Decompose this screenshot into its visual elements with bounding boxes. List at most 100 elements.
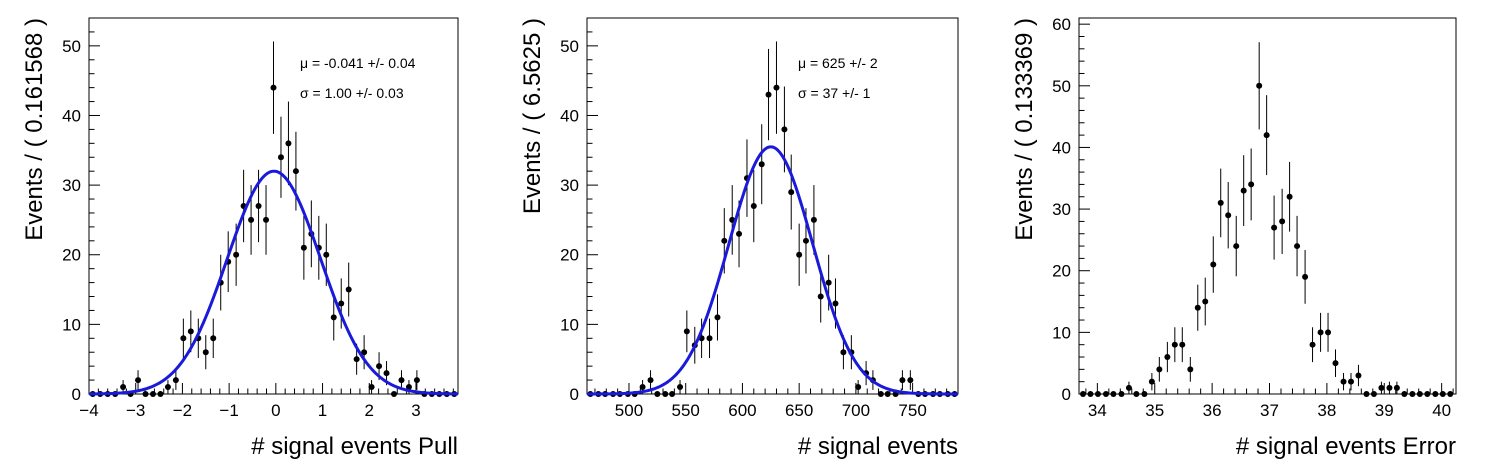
- y-tick-label: 0: [570, 385, 579, 404]
- data-point: [300, 244, 307, 251]
- data-point: [802, 237, 809, 244]
- data-point: [1378, 384, 1385, 391]
- data-point: [706, 335, 713, 342]
- y-tick-label: 50: [62, 37, 81, 56]
- data-point: [1210, 261, 1217, 268]
- data-point: [1317, 329, 1324, 336]
- data-point: [796, 251, 803, 258]
- data-point: [647, 377, 654, 384]
- data-point: [120, 384, 127, 391]
- data-point: [149, 391, 156, 397]
- data-point: [758, 161, 765, 168]
- data-point: [277, 154, 284, 161]
- data-point: [832, 300, 839, 307]
- data-point: [840, 349, 847, 356]
- data-point: [1256, 82, 1263, 89]
- data-point: [1171, 341, 1178, 348]
- data-point: [1347, 378, 1354, 385]
- data-point: [884, 391, 891, 397]
- y-tick-label: 50: [1052, 77, 1071, 96]
- data-point: [1409, 391, 1416, 397]
- data-point: [142, 391, 149, 397]
- fit-parameter-label: μ = 625 +/- 2: [798, 55, 878, 71]
- data-point: [907, 377, 914, 384]
- data-point: [1416, 391, 1423, 397]
- y-tick-label: 40: [1052, 138, 1071, 157]
- y-tick-label: 20: [62, 246, 81, 265]
- x-tick-label: 700: [842, 401, 870, 420]
- x-tick-label: −1: [219, 401, 238, 420]
- data-point: [172, 377, 179, 384]
- data-point: [187, 328, 194, 335]
- data-point: [1133, 391, 1140, 397]
- data-point: [368, 384, 375, 391]
- data-point: [1240, 187, 1247, 194]
- data-point: [338, 300, 345, 307]
- data-point: [248, 216, 255, 223]
- x-axis-title: # signal events: [798, 433, 958, 460]
- data-point: [1286, 193, 1293, 200]
- signal-events-panel: 500 550 600 650 700 750 0 10 20 30 40 50 # signal ev…: [519, 17, 959, 460]
- data-point: [361, 349, 368, 356]
- data-point: [1302, 273, 1309, 280]
- data-point: [1225, 212, 1232, 219]
- data-point: [1194, 304, 1201, 311]
- gaussian-fit-curve: [88, 169, 459, 396]
- x-axis-title: # signal events Pull: [251, 433, 458, 460]
- y-tick-label: 50: [560, 37, 579, 56]
- data-point: [1309, 341, 1316, 348]
- y-tick-label: 40: [560, 106, 579, 125]
- x-tick-label: −2: [173, 401, 192, 420]
- y-tick-label: 0: [1062, 385, 1071, 404]
- data-point: [202, 349, 209, 356]
- data-point: [285, 140, 292, 147]
- y-tick-label: 40: [62, 106, 81, 125]
- plot-frame: [88, 17, 459, 395]
- data-point: [383, 370, 390, 377]
- x-tick-label: 1: [318, 401, 327, 420]
- fit-parameter-label: μ = -0.041 +/- 0.04: [300, 55, 416, 71]
- data-point: [781, 126, 788, 133]
- data-point: [1386, 384, 1393, 391]
- data-points: [587, 41, 958, 397]
- y-tick-label: 20: [1052, 262, 1071, 281]
- data-point: [353, 356, 360, 363]
- data-point: [1393, 384, 1400, 391]
- data-point: [1439, 391, 1446, 397]
- data-point: [750, 203, 757, 209]
- data-point: [1080, 391, 1087, 397]
- y-tick-label: 30: [560, 176, 579, 195]
- y-tick-label: 30: [62, 176, 81, 195]
- data-point: [1141, 391, 1148, 397]
- data-point: [1424, 391, 1431, 397]
- x-tick-label: −4: [79, 401, 98, 420]
- data-point: [376, 363, 383, 370]
- data-point: [1217, 199, 1224, 206]
- x-tick-label: 37: [1260, 401, 1279, 420]
- data-point: [345, 286, 352, 293]
- data-point: [255, 203, 262, 209]
- y-axis-title: Events / ( 0.133369 ): [1011, 18, 1038, 241]
- data-point: [1187, 366, 1194, 373]
- data-point: [721, 237, 728, 244]
- signal-events-error-panel: 34 35 36 37 38 39 40 0 10 20 30 40 50 60 # signal even…: [1011, 15, 1457, 460]
- data-point: [899, 377, 906, 384]
- data-point: [1332, 360, 1339, 367]
- data-point: [233, 251, 240, 258]
- data-point: [654, 391, 661, 397]
- x-tick-label: 550: [672, 401, 700, 420]
- x-tick-label: 36: [1203, 401, 1222, 420]
- data-point: [1102, 391, 1109, 397]
- data-point: [788, 189, 795, 196]
- fit-parameter-label: σ = 1.00 +/- 0.03: [300, 85, 404, 101]
- data-point: [1087, 391, 1094, 397]
- data-point: [1179, 341, 1186, 348]
- x-tick-label: 34: [1088, 401, 1107, 420]
- data-point: [1156, 366, 1163, 373]
- data-point: [391, 391, 398, 397]
- x-tick-label: −3: [126, 401, 145, 420]
- data-point: [1094, 391, 1101, 397]
- data-point: [1294, 243, 1301, 250]
